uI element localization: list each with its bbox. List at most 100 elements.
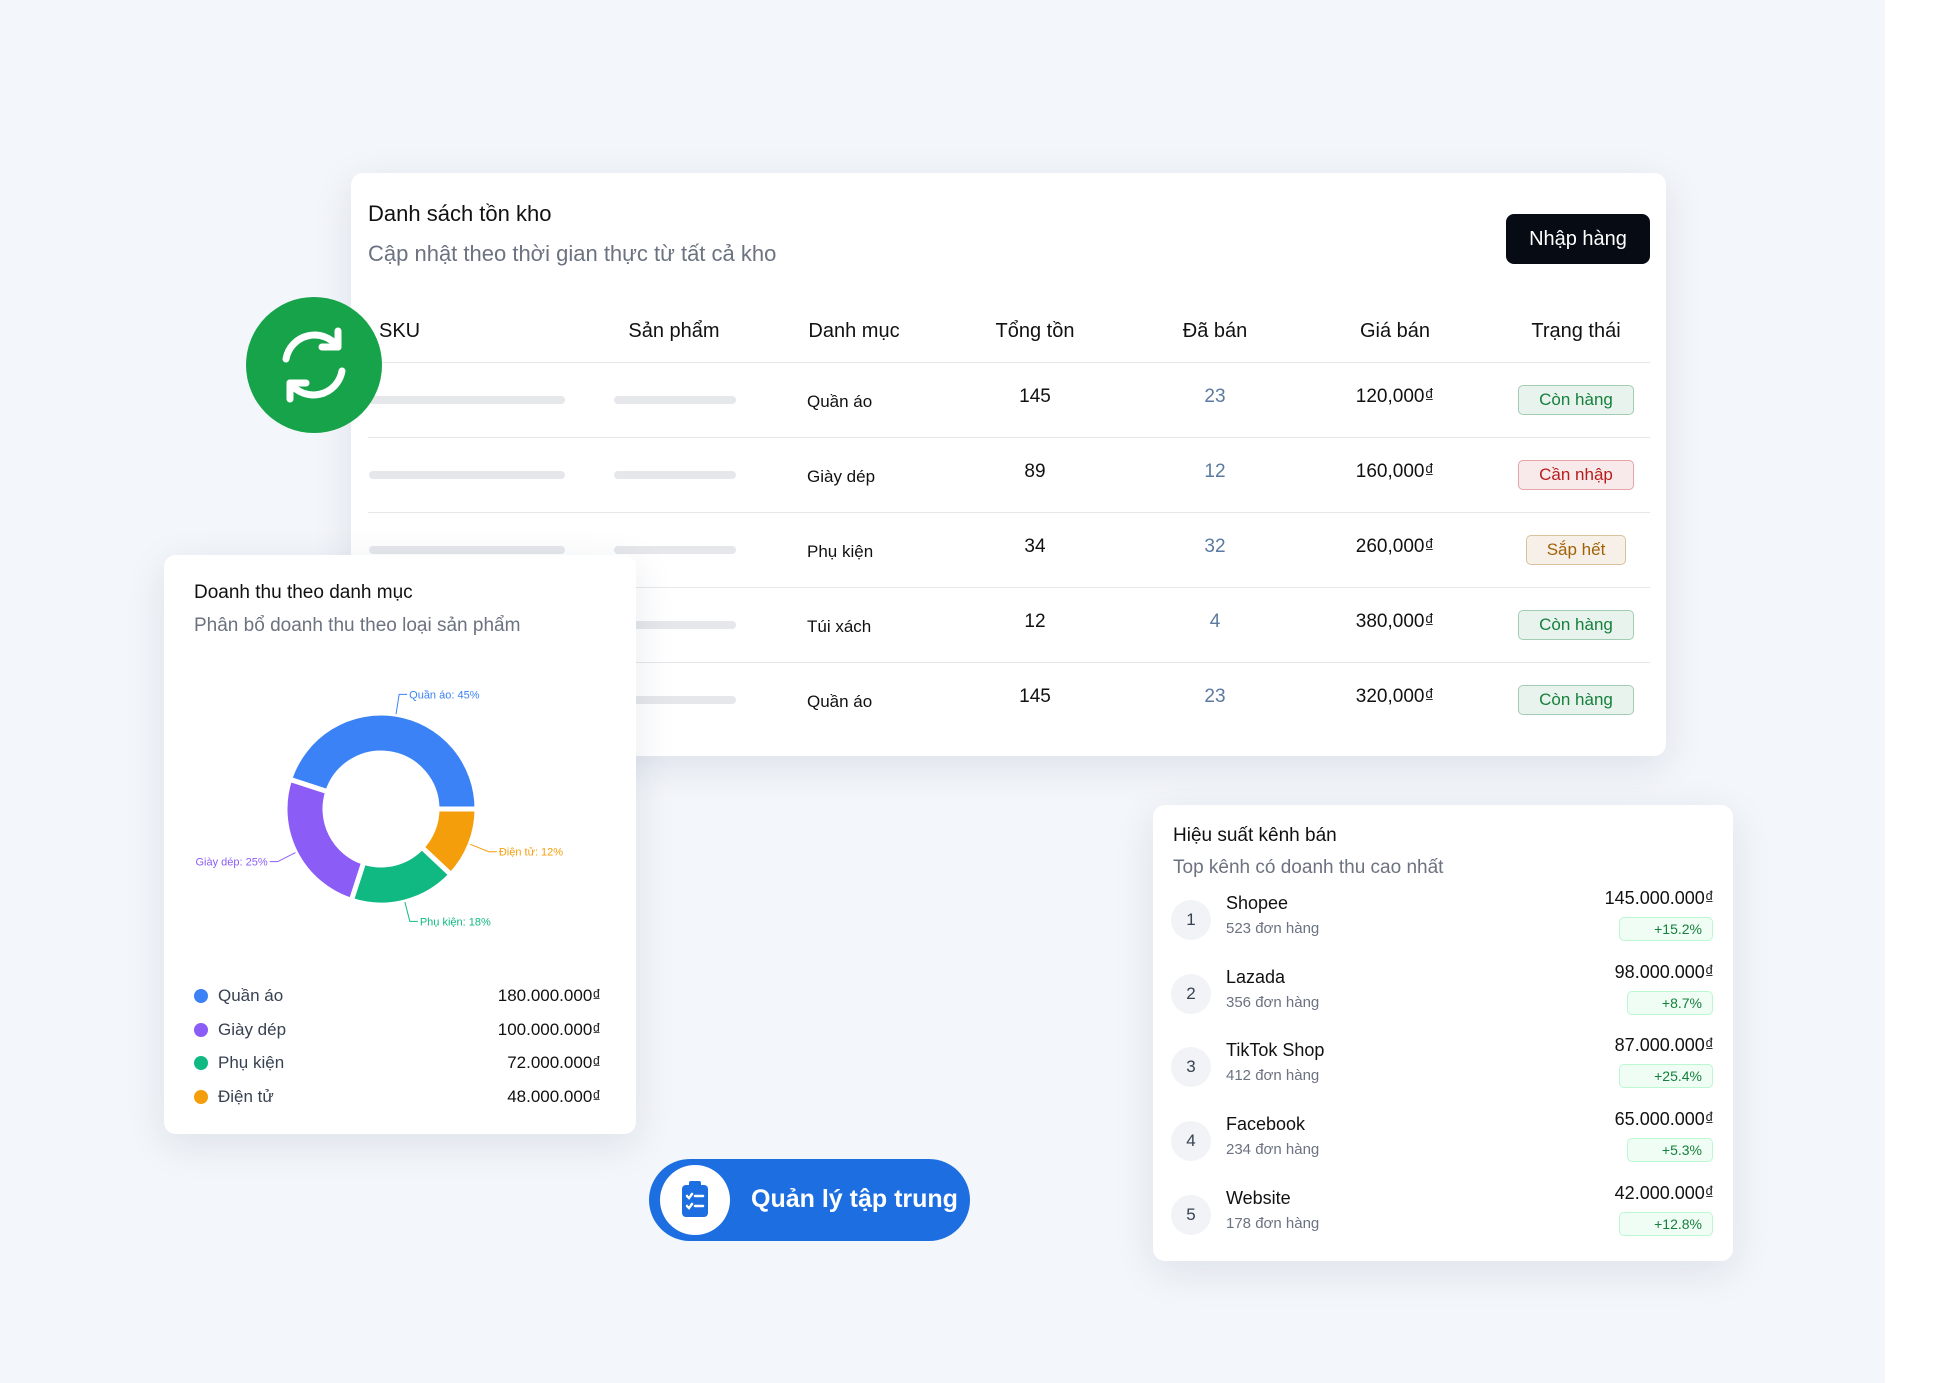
- card-subtitle: Phân bổ doanh thu theo loại sản phẩm: [194, 615, 521, 636]
- channels-card: Hiệu suất kênh bán Top kênh có doanh thu…: [1153, 805, 1733, 1261]
- status-label: Còn hàng: [1518, 685, 1634, 715]
- channel-revenue: 42.000.000₫: [1614, 1182, 1714, 1203]
- growth-pill: +5.3%: [1626, 1138, 1713, 1163]
- legend-dot: [194, 1089, 208, 1104]
- column-header: Trạng thái: [1531, 320, 1621, 342]
- price: 160,000₫: [1355, 461, 1435, 482]
- status-pill: Sắp hết: [1476, 535, 1676, 565]
- sold-count: 32: [1204, 536, 1226, 557]
- channel-orders: 234 đơn hàng: [1226, 1141, 1320, 1159]
- channel-revenue: 65.000.000₫: [1614, 1109, 1714, 1130]
- column-header: SKU: [379, 320, 421, 342]
- total-stock: 145: [1019, 686, 1051, 707]
- card-title: Danh sách tồn kho: [368, 201, 552, 226]
- status-pill: Còn hàng: [1476, 610, 1676, 640]
- price: 320,000₫: [1355, 686, 1435, 707]
- channel-name: Facebook: [1226, 1114, 1306, 1135]
- rank-circle: 2: [1171, 973, 1211, 1014]
- legend-amount: 100.000.000₫: [497, 1019, 601, 1039]
- column-header: Giá bán: [1359, 320, 1431, 342]
- status-label: Còn hàng: [1518, 385, 1634, 415]
- sync-glyph: [282, 327, 346, 403]
- channel-name: Shopee: [1226, 893, 1289, 913]
- donut-chart: Quần áo: 45% Điện tử: 12% Phụ kiện: 18% Già…: [195, 689, 563, 928]
- rank-circle: 1: [1171, 900, 1211, 940]
- row-divider: [368, 662, 1650, 663]
- channel-orders: 523 đơn hàng: [1226, 920, 1320, 937]
- growth-pill: +12.8%: [1619, 1211, 1713, 1236]
- product-placeholder: [614, 621, 736, 629]
- price: 380,000₫: [1355, 611, 1435, 632]
- channel-orders: 178 đơn hàng: [1226, 1214, 1320, 1232]
- legend-name: Điện tử: [218, 1086, 274, 1106]
- rank-circle: 3: [1171, 1047, 1211, 1088]
- slice-label: Quần áo: 45%: [409, 689, 480, 701]
- donut-slice: [282, 776, 367, 904]
- sync-icon: [246, 297, 382, 433]
- channel-revenue: 145.000.000₫: [1604, 888, 1714, 908]
- total-stock: 34: [1024, 536, 1046, 557]
- total-stock: 12: [1024, 611, 1046, 632]
- legend-amount: 180.000.000₫: [497, 986, 601, 1005]
- channel-name: Website: [1226, 1187, 1291, 1208]
- slice-label: Giày dép: 25%: [195, 857, 267, 869]
- product-placeholder: [614, 696, 736, 704]
- leader-line: [269, 852, 296, 863]
- card-subtitle: Cập nhật theo thời gian thực từ tất cả k…: [368, 241, 777, 266]
- legend-name: Phụ kiện: [218, 1053, 285, 1072]
- leader-line: [470, 843, 497, 853]
- revenue-card: Doanh thu theo danh mục Phân bổ doanh th…: [164, 555, 636, 1134]
- growth-pill: +25.4%: [1619, 1064, 1713, 1089]
- channel-revenue: 87.000.000₫: [1614, 1035, 1714, 1056]
- feature-badge: Quản lý tập trung: [649, 1159, 970, 1241]
- growth-pill: +8.7%: [1626, 990, 1713, 1015]
- badge-icon: [660, 1165, 730, 1235]
- import-button[interactable]: Nhập hàng: [1506, 214, 1650, 264]
- legend-name: Giày dép: [218, 1019, 287, 1039]
- legend-dot: [194, 989, 208, 1003]
- product-placeholder: [614, 396, 736, 404]
- total-stock: 89: [1024, 461, 1046, 482]
- status-pill: Còn hàng: [1476, 685, 1676, 715]
- sold-count: 23: [1204, 686, 1226, 707]
- category: Túi xách: [807, 617, 872, 636]
- status-label: Sắp hết: [1525, 535, 1627, 565]
- category: Phụ kiện: [807, 542, 874, 561]
- channel-name: Lazada: [1226, 966, 1286, 987]
- row-divider: [368, 437, 1650, 438]
- rank-circle: 5: [1171, 1194, 1211, 1235]
- category: Quần áo: [807, 692, 873, 711]
- legend-dot: [194, 1022, 208, 1037]
- channel-revenue: 98.000.000₫: [1614, 961, 1714, 982]
- leader-line: [395, 693, 408, 715]
- channel-name: TikTok Shop: [1226, 1040, 1325, 1061]
- card-subtitle: Top kênh có doanh thu cao nhất: [1173, 857, 1444, 878]
- column-header: Đã bán: [1182, 320, 1248, 342]
- clipboard-glyph: [682, 1181, 708, 1217]
- donut-slice: [286, 710, 480, 812]
- sku-placeholder: [369, 396, 565, 404]
- price: 120,000₫: [1355, 386, 1435, 407]
- slice-label: Phụ kiện: 18%: [420, 916, 491, 928]
- category: Quần áo: [807, 392, 873, 411]
- column-header: Tổng tồn: [995, 320, 1075, 342]
- sku-placeholder: [369, 471, 565, 479]
- legend-dot: [194, 1056, 208, 1070]
- row-divider: [368, 512, 1650, 513]
- badge-text: Quản lý tập trung: [751, 1185, 958, 1213]
- row-divider: [368, 587, 1650, 588]
- channel-orders: 412 đơn hàng: [1226, 1067, 1320, 1085]
- row-divider: [368, 362, 1650, 363]
- product-placeholder: [614, 546, 736, 554]
- price: 260,000₫: [1355, 536, 1435, 557]
- card-title: Doanh thu theo danh mục: [194, 582, 413, 603]
- status-pill: Cần nhập: [1476, 460, 1676, 490]
- legend-name: Quần áo: [218, 986, 284, 1005]
- column-header: Sản phẩm: [628, 320, 720, 342]
- growth-pill: +15.2%: [1619, 917, 1713, 941]
- column-header: Danh mục: [808, 320, 900, 342]
- legend-amount: 72.000.000₫: [507, 1053, 601, 1072]
- sku-placeholder: [369, 546, 565, 554]
- sold-count: 23: [1204, 386, 1226, 407]
